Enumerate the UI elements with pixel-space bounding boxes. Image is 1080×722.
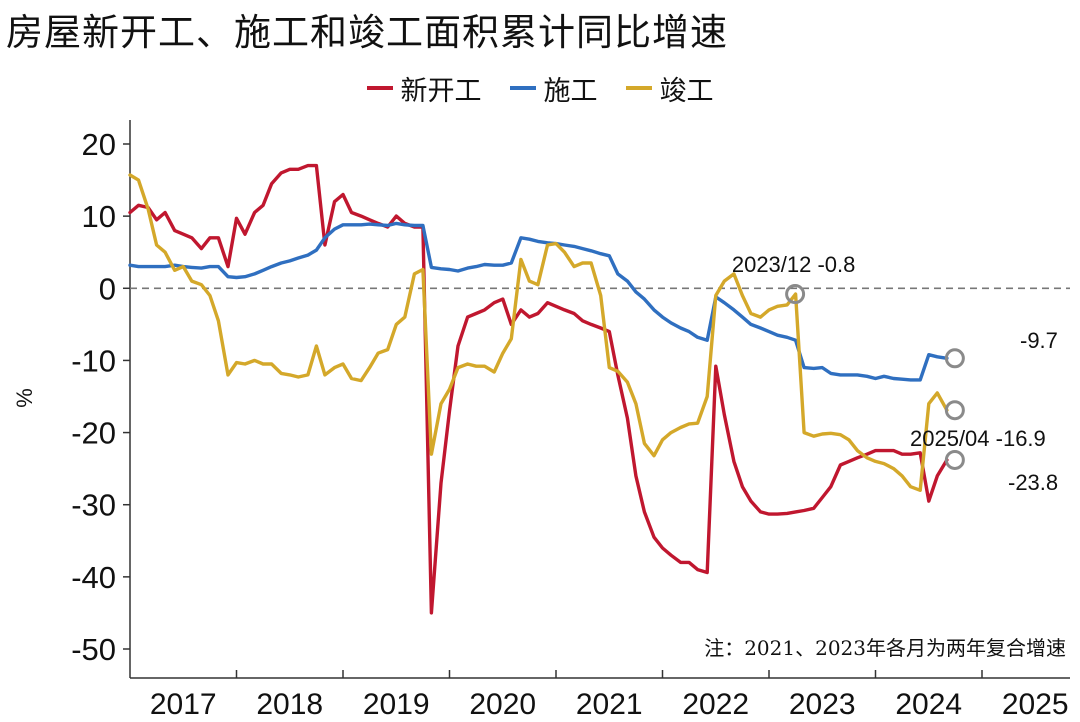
annotation-marker	[944, 348, 965, 369]
legend-swatch	[366, 86, 393, 90]
y-tick-label: 10	[82, 199, 116, 234]
annotation-label: -9.7	[1020, 328, 1058, 353]
x-tick-label: 2019	[363, 688, 430, 721]
annotation-label: 2025/04 -16.9	[910, 426, 1046, 451]
y-tick-label: 20	[82, 127, 116, 162]
x-tick-label: 2021	[576, 688, 643, 721]
chart-title: 房屋新开工、施工和竣工面积累计同比增速	[6, 11, 728, 54]
legend-swatch	[509, 86, 536, 90]
chart-note: 注：2021、2023年各月为两年复合增速	[704, 636, 1066, 660]
y-tick-label: -30	[71, 488, 116, 523]
y-tick-label: 0	[99, 271, 116, 306]
annotation-marker	[944, 449, 965, 470]
y-axis-label: %	[12, 388, 37, 408]
series-line-2	[128, 173, 949, 492]
x-tick-label: 2024	[895, 688, 962, 721]
legend-label: 竣工	[659, 75, 714, 107]
x-tick-label: 2023	[789, 688, 856, 721]
x-tick-label: 2022	[682, 688, 749, 721]
annotation-label: -23.8	[1008, 470, 1058, 495]
y-tick-label: -20	[71, 416, 116, 451]
legend-label: 施工	[543, 75, 598, 107]
y-tick-label: -10	[71, 343, 116, 378]
legend-label: 新开工	[400, 75, 482, 107]
y-tick-label: -40	[71, 560, 116, 595]
legend-swatch	[625, 86, 652, 90]
legend-item-1: 施工	[509, 69, 598, 108]
x-tick-label: 2017	[150, 688, 217, 721]
series-line-1	[128, 221, 949, 382]
annotation-marker	[944, 400, 965, 421]
x-tick-label: 2020	[469, 688, 536, 721]
y-tick-label: -50	[71, 632, 116, 667]
chart-legend: 新开工 施工 竣工	[0, 68, 1080, 108]
series-line-0	[128, 163, 949, 615]
annotation-label: 2023/12 -0.8	[732, 252, 856, 277]
legend-item-2: 竣工	[625, 69, 714, 108]
x-tick-label: 2018	[256, 688, 323, 721]
annotation-marker	[785, 284, 806, 305]
legend-item-0: 新开工	[366, 69, 482, 108]
x-tick-label: 2025	[1002, 688, 1069, 721]
